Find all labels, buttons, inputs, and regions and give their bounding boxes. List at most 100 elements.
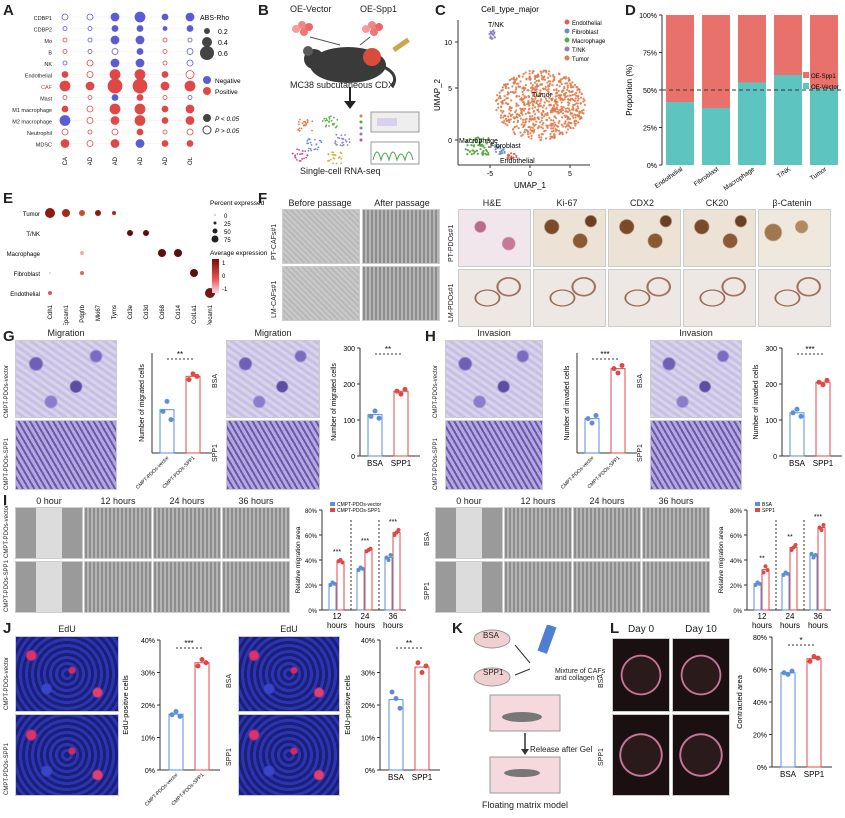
i-legend-swatch-treatment: [755, 508, 760, 512]
d-xtick-label: Fibroblast: [693, 166, 721, 188]
c-point-macrophage: [476, 152, 479, 155]
c-point-tumor: [501, 102, 504, 105]
c-ytick-label: 10: [444, 40, 452, 47]
a-dot: [111, 94, 119, 101]
i-group-label: 12: [333, 612, 342, 621]
sig-label: **: [385, 345, 391, 354]
group-label: SPP1: [813, 459, 834, 468]
a-dot: [62, 37, 68, 43]
c-point-tumor: [557, 89, 560, 93]
c-legend-dot: [564, 46, 570, 52]
c-point-tumor: [558, 129, 561, 132]
i-sig-label: ***: [814, 514, 822, 521]
b-umap-point: [326, 119, 329, 122]
b-umap-point: [332, 162, 335, 165]
c-point-tumor: [532, 122, 535, 125]
c-point-tumor: [528, 101, 532, 104]
c-point-tumor: [521, 133, 524, 136]
a-dot: [61, 71, 69, 78]
j-bar: [414, 666, 430, 771]
c-point-tumor: [535, 79, 538, 83]
e-dot: [49, 272, 51, 274]
c-point-tumor: [582, 97, 585, 100]
panel-label-c: C: [435, 2, 446, 19]
i-ytick-label: 80%: [730, 509, 743, 515]
c-point-tumor: [542, 104, 546, 107]
b-umap-point: [301, 158, 304, 160]
a-legend-neg-dot: [203, 76, 211, 84]
c-point-tumor: [534, 113, 537, 116]
c-point-tnk: [491, 33, 494, 36]
c-point-tumor: [536, 73, 540, 76]
f-img-lm-after: [362, 266, 440, 321]
a-row-label: CDBP1: [34, 16, 52, 22]
j-point: [199, 657, 205, 662]
c-cluster-label-macrophage: Macrophage: [459, 138, 498, 145]
c-point-tumor: [574, 83, 577, 86]
i-group-label-unit: hours: [327, 621, 347, 630]
c-point-fibroblast: [498, 145, 501, 148]
c-point-tumor: [558, 73, 561, 76]
c-point-tumor: [566, 98, 570, 101]
c-point-fibroblast: [497, 145, 500, 148]
c-point-tumor: [579, 101, 582, 105]
c-point-tumor: [537, 79, 540, 83]
a-dot: [62, 49, 68, 54]
c-point-macrophage: [468, 138, 471, 141]
e-col-label: Cd68: [160, 304, 166, 319]
c-point-macrophage: [465, 140, 468, 144]
l-col-day0: Day 0: [627, 624, 655, 635]
b-umap-point: [337, 136, 339, 139]
d-bar-oe-vector: [810, 88, 838, 165]
c-point-tumor: [559, 98, 562, 101]
c-point-tumor: [504, 122, 507, 125]
a-dot: [111, 25, 119, 32]
c-point-tumor: [556, 125, 560, 128]
i-point-treatment: [793, 543, 798, 547]
c-point-macrophage: [477, 144, 480, 147]
j-left-title: EdU: [58, 624, 76, 634]
c-point-tumor: [537, 103, 540, 106]
d-ytick-label: 25%: [643, 126, 657, 133]
c-point-tumor: [555, 84, 559, 87]
c-point-tumor: [539, 89, 542, 92]
a-dot: [62, 60, 68, 66]
a-col-label: COAD: [113, 156, 119, 165]
c-point-tumor: [561, 133, 564, 136]
f-img-pt-ck20: [683, 209, 756, 267]
i-time-2-left: 24 hours: [169, 496, 205, 506]
a-dot: [110, 35, 120, 45]
b-umap-point: [344, 134, 346, 136]
data-point: [402, 386, 408, 392]
c-point-tumor: [564, 120, 567, 123]
i-row-right-0: BSA: [424, 531, 431, 546]
e-row-label: Fibroblast: [14, 272, 41, 278]
b-umap-point: [307, 142, 309, 145]
c-point-tumor: [522, 109, 525, 112]
c-point-tumor: [565, 115, 568, 118]
i-bar-treatment: [817, 527, 826, 611]
c-point-fibroblast: [495, 145, 498, 148]
c-point-tumor: [573, 103, 576, 106]
c-point-tumor: [555, 88, 558, 92]
g-row-right-0: BSA: [212, 373, 219, 388]
c-point-tumor: [541, 127, 545, 130]
e-legend-pct-label: 0: [224, 214, 228, 220]
ylabel: Number of migrated cells: [139, 364, 146, 442]
a-dot: [87, 129, 93, 135]
c-point-tumor: [566, 84, 569, 87]
c-point-tumor: [534, 95, 537, 99]
i-sig-label: **: [787, 534, 793, 541]
c-point-tumor: [525, 117, 528, 120]
data-point: [194, 373, 200, 379]
panel-d-barchart: 0% 25% 50% 75% 100% Proportion (%) Endothelial…: [625, 13, 842, 192]
j-point: [789, 668, 795, 674]
c-point-tumor: [554, 130, 557, 133]
panel-label-l: L: [610, 620, 620, 637]
l-scatter: 0% 20% 40% 60% 80% Contracted area BSA SPP1 *: [735, 635, 832, 779]
c-xtick-label: -5: [487, 171, 493, 178]
c-point-tumor: [522, 72, 525, 76]
i-ytick-label: 0%: [733, 609, 742, 615]
j-row-right-0: BSA: [226, 673, 233, 688]
b-umap-point: [341, 137, 343, 140]
